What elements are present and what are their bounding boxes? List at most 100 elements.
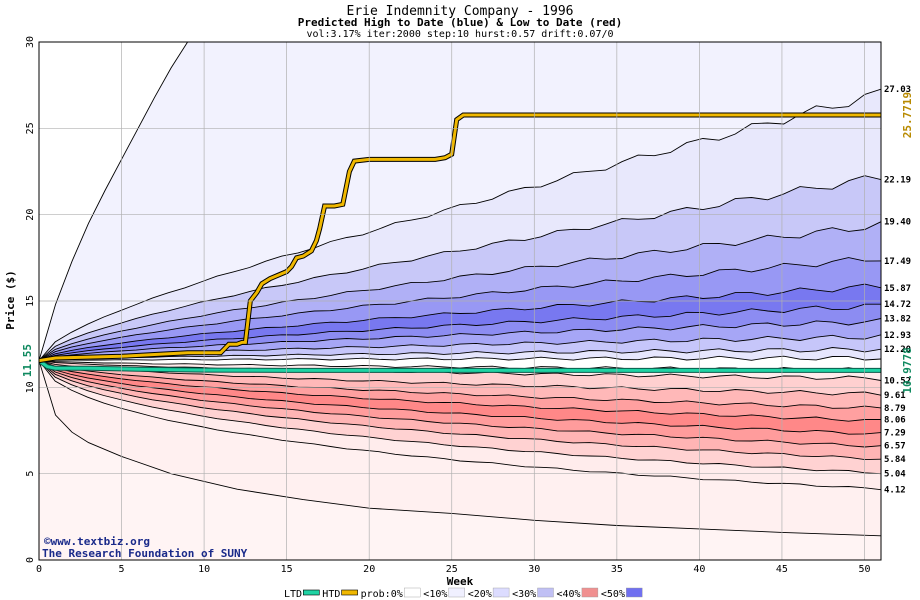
band-low-3 — [39, 360, 881, 435]
band-low-6 — [39, 360, 881, 474]
credit-url: ©www.textbiz.org — [44, 535, 150, 548]
legend-swatch — [404, 587, 421, 598]
legend-swatch — [302, 589, 320, 596]
high-quantile-curve — [39, 175, 881, 361]
high-quantile-curve — [39, 283, 881, 362]
credit-org: The Research Foundation of SUNY — [42, 547, 248, 560]
htd-final-label: 25.7719 — [901, 92, 914, 138]
quantile-label: 4.12 — [884, 486, 906, 496]
x-tick-label: 0 — [36, 564, 42, 575]
high-quantile-curve — [39, 221, 881, 361]
legend-swatch — [341, 589, 358, 596]
quantile-label: 8.79 — [884, 404, 906, 414]
band-low-5 — [39, 360, 881, 460]
legend-swatch — [581, 587, 599, 598]
band-low-7 — [39, 360, 881, 490]
legend-label: HTD — [322, 589, 340, 600]
chart-params: vol:3.17% iter:2000 step:10 hurst:0.57 d… — [306, 29, 613, 40]
htd-line — [39, 113, 881, 363]
outer-high-curve — [39, 42, 188, 361]
quantile-label: 14.72 — [884, 300, 911, 310]
band-low-last — [39, 360, 881, 536]
legend-label: LTD — [284, 589, 302, 600]
band-high-0 — [39, 89, 881, 361]
low-quantile-curve — [39, 360, 881, 461]
low-quantile-curve — [39, 360, 881, 396]
y-tick-label: 20 — [25, 209, 36, 221]
quantile-label: 8.06 — [884, 415, 906, 425]
low-quantile-curve — [39, 360, 881, 491]
x-tick-label: 50 — [858, 564, 870, 575]
x-tick-label: 45 — [776, 564, 788, 575]
high-quantile-curve — [39, 347, 881, 362]
ltd-final-label: 10.9778 — [901, 347, 914, 393]
legend-label: <50% — [601, 589, 625, 600]
quantile-label: 5.04 — [884, 470, 906, 480]
quantile-label: 27.03 — [884, 85, 911, 95]
high-quantile-curve — [39, 303, 881, 362]
band-low-4 — [39, 360, 881, 447]
plot-area: 0 5 10 15 20 25 30 35 40 45 5005101520253012.2012.… — [21, 36, 914, 575]
legend-label: prob:0% — [361, 589, 403, 600]
quantile-label: 22.19 — [884, 176, 911, 186]
band-median — [39, 356, 881, 373]
low-quantile-curve — [39, 360, 881, 448]
x-tick-label: 30 — [528, 564, 540, 575]
bands-group — [39, 42, 881, 560]
x-tick-label: 10 — [198, 564, 210, 575]
quantile-label: 5.84 — [884, 455, 906, 465]
band-low-2 — [39, 360, 881, 422]
y-tick-label: 5 — [25, 471, 36, 477]
quantile-label: 15.87 — [884, 284, 911, 294]
right-labels: 12.20 12.93 13.82 14.72 15.87 17.49 19.40 22.19… — [884, 85, 911, 495]
legend-swatch — [492, 587, 510, 598]
legend-label: <10% — [423, 589, 447, 600]
legend-swatch — [537, 587, 554, 598]
legend: LTD HTD prob:0% <10% <20% <30% <40% <50% — [284, 587, 643, 600]
y-tick-label: 30 — [25, 36, 36, 48]
legend-label: <40% — [557, 589, 581, 600]
band-low-outer — [39, 360, 881, 560]
low-quantile-curve — [39, 360, 881, 475]
high-quantile-curve — [39, 88, 881, 361]
start-price-label: 11.55 — [21, 344, 34, 377]
y-tick-label: 10 — [25, 381, 36, 393]
y-tick-label: 15 — [25, 295, 36, 307]
quantile-label: 6.57 — [884, 442, 906, 452]
x-tick-label: 25 — [446, 564, 458, 575]
x-tick-label: 5 — [119, 564, 125, 575]
band-high-1 — [39, 175, 881, 361]
band-high-3 — [39, 257, 881, 361]
x-tick-label: 15 — [281, 564, 293, 575]
x-tick-label: 40 — [693, 564, 705, 575]
quantile-label: 9.61 — [884, 391, 906, 401]
band-high-4 — [39, 284, 881, 361]
high-quantile-curve — [39, 318, 881, 362]
quantile-label: 12.93 — [884, 331, 911, 341]
low-quantile-curve — [39, 360, 881, 381]
legend-swatch — [448, 587, 465, 598]
quantile-label: 7.29 — [884, 429, 906, 439]
legend-label: <20% — [468, 589, 492, 600]
legend-label: <30% — [512, 589, 536, 600]
y-tick-label: 25 — [25, 122, 36, 134]
legend-swatch — [626, 587, 643, 598]
quantile-label: 17.49 — [884, 257, 911, 267]
quantile-label: 10.52 — [884, 377, 911, 387]
tick-labels: 0 5 10 15 20 25 30 35 40 45 50 0 5 10 15 20 25 30 — [25, 36, 871, 575]
median-high-curve — [39, 355, 881, 362]
outer-low-curve — [39, 360, 881, 537]
plot-frame — [38, 41, 882, 561]
x-tick-label: 20 — [363, 564, 375, 575]
low-quantile-curve — [39, 360, 881, 422]
low-quantile-curve — [39, 360, 881, 435]
x-tick-label: 35 — [611, 564, 623, 575]
quantile-label: 13.82 — [884, 315, 911, 325]
x-axis-label: Week — [447, 575, 474, 588]
band-high-outer — [39, 42, 881, 361]
high-quantile-curve — [39, 257, 881, 361]
low-quantile-curve — [39, 360, 881, 409]
band-high-7 — [39, 334, 881, 361]
quantile-label: 12.20 — [884, 345, 911, 355]
